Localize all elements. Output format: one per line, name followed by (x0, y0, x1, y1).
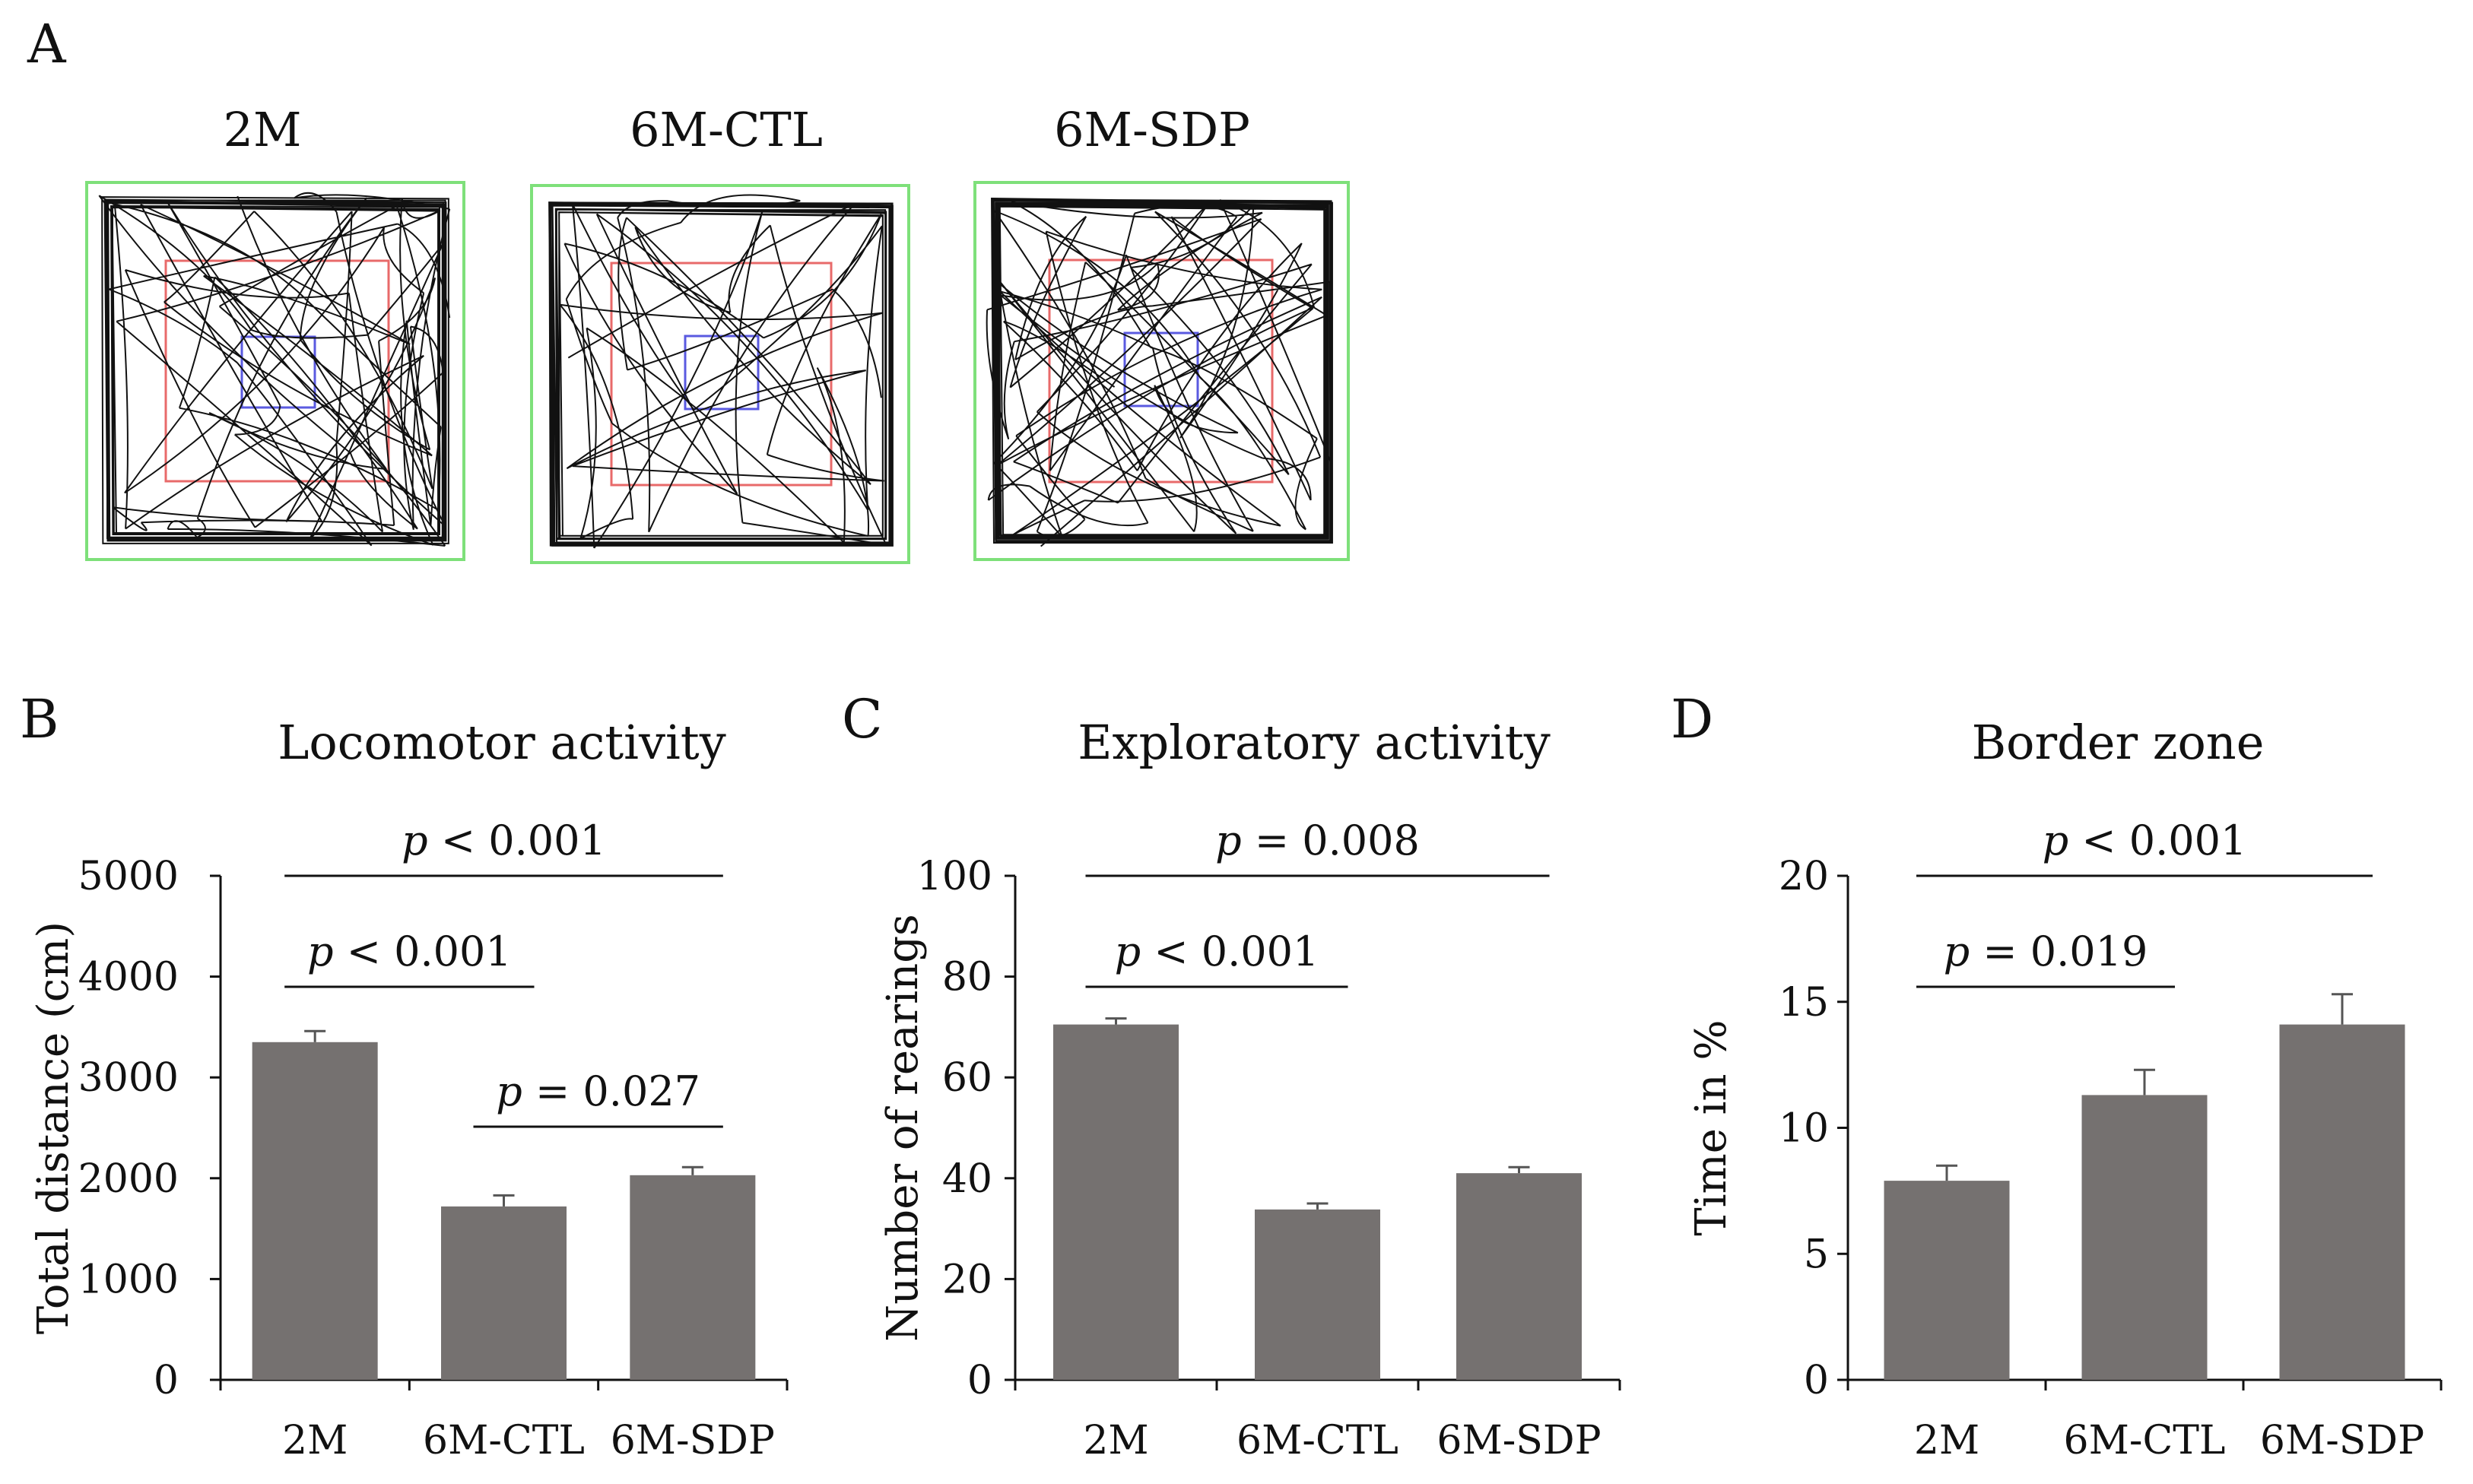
p-symbol: p (307, 928, 334, 975)
p-value-label: p < 0.001 (402, 817, 606, 864)
p-value-text: < 0.001 (2068, 817, 2246, 864)
chart-title: Border zone (1972, 715, 2265, 770)
y-tick-label: 0 (154, 1358, 179, 1403)
bar (252, 1042, 378, 1380)
chart-exploratory-activity: C Exploratory activity Number of rearings 0… (842, 688, 1621, 1463)
p-value-label: p = 0.027 (496, 1067, 700, 1115)
bar (1255, 1209, 1380, 1380)
p-value-text: = 0.008 (1242, 817, 1420, 864)
bar (1053, 1024, 1179, 1380)
p-symbol: p (1115, 928, 1141, 975)
y-tick-label: 3000 (78, 1055, 179, 1101)
x-tick-label: 6M-SDP (611, 1418, 775, 1463)
arena-title: 6M-CTL (630, 102, 823, 157)
chart-border-zone: D Border zone Time in % 0 5 10 15 20 2M 6M-CTL 6M-… (1671, 688, 2443, 1463)
y-tick-label: 20 (1779, 854, 1829, 899)
y-axis-label: Total distance (cm) (29, 921, 78, 1334)
y-tick-label: 0 (967, 1358, 992, 1403)
p-value-label: p < 0.001 (2043, 817, 2247, 864)
x-tick-label: 2M (282, 1418, 348, 1463)
p-value-text: < 0.001 (334, 928, 512, 975)
arena-title: 6M-SDP (1054, 102, 1250, 157)
y-tick-label: 15 (1779, 980, 1829, 1026)
panel-label: C (842, 688, 883, 750)
y-tick-label: 4000 (78, 955, 179, 1000)
p-value-label: p = 0.019 (1944, 928, 2148, 975)
x-tick-label: 2M (1914, 1418, 1979, 1463)
track-path (98, 192, 451, 547)
p-symbol: p (402, 817, 428, 864)
x-tick-label: 6M-SDP (2260, 1418, 2424, 1463)
y-tick-label: 60 (942, 1055, 992, 1101)
arena-outer-zone (85, 181, 465, 561)
track-border-path (101, 196, 449, 544)
y-tick-label: 40 (942, 1156, 992, 1202)
arena-tracks (986, 198, 1333, 547)
bar (441, 1206, 567, 1380)
track-path (559, 194, 887, 549)
arena-2m: 2M (85, 102, 465, 561)
arena-title: 2M (224, 102, 302, 157)
p-symbol: p (2043, 817, 2069, 864)
y-tick-label: 10 (1779, 1106, 1829, 1152)
x-tick-label: 6M-SDP (1436, 1418, 1601, 1463)
y-tick-label: 20 (942, 1257, 992, 1302)
chart-title: Exploratory activity (1078, 715, 1551, 770)
p-value-text: = 0.019 (1970, 928, 2148, 975)
bar (1884, 1181, 2010, 1380)
arena-outer-zone (530, 184, 910, 564)
x-tick-label: 2M (1083, 1418, 1148, 1463)
y-axis-label: Time in % (1687, 1019, 1736, 1235)
chart-locomotor-activity: B Locomotor activity Total distance (cm) 0 1… (20, 688, 789, 1463)
panel-a: A 2M 6M-CTL 6M-SDP (27, 13, 1350, 564)
chart-title: Locomotor activity (278, 715, 725, 770)
track-path (986, 199, 1332, 547)
bar (1456, 1173, 1582, 1380)
y-tick-label: 5 (1804, 1232, 1829, 1277)
x-tick-label: 6M-CTL (1236, 1418, 1398, 1463)
p-symbol: p (1215, 817, 1242, 864)
bar (2081, 1095, 2208, 1380)
y-tick-label: 1000 (78, 1257, 179, 1302)
y-tick-label: 100 (917, 854, 992, 899)
arena-middle-zone (610, 262, 833, 487)
bar (2279, 1024, 2405, 1380)
arena-middle-zone (164, 259, 390, 483)
panel-a-label: A (27, 13, 67, 75)
p-value-label: p = 0.008 (1215, 817, 1420, 864)
bar (630, 1175, 756, 1380)
p-symbol: p (496, 1067, 522, 1115)
arena-tracks (548, 194, 894, 549)
y-tick-label: 0 (1804, 1358, 1829, 1403)
p-value-label: p < 0.001 (1115, 928, 1319, 975)
y-tick-label: 80 (942, 955, 992, 1000)
arena-6m-sdp: 6M-SDP (973, 102, 1350, 561)
p-value-label: p < 0.001 (307, 928, 512, 975)
arena-tracks (98, 192, 451, 547)
arena-outer-zone (973, 181, 1350, 561)
p-value-text: < 0.001 (1141, 928, 1319, 975)
y-axis-label: Number of rearings (878, 914, 928, 1342)
panel-label: D (1671, 688, 1713, 750)
p-symbol: p (1944, 928, 1970, 975)
p-value-text: < 0.001 (428, 817, 606, 864)
arena-middle-zone (1048, 258, 1274, 484)
x-tick-label: 6M-CTL (2064, 1418, 2226, 1463)
y-tick-label: 5000 (78, 854, 179, 899)
x-tick-label: 6M-CTL (423, 1418, 585, 1463)
p-value-text: = 0.027 (522, 1067, 700, 1115)
track-border-path (548, 201, 894, 547)
panel-label: B (20, 688, 59, 750)
track-border-path (991, 198, 1333, 544)
y-tick-label: 2000 (78, 1156, 179, 1202)
arena-6m-ctl: 6M-CTL (530, 102, 910, 564)
